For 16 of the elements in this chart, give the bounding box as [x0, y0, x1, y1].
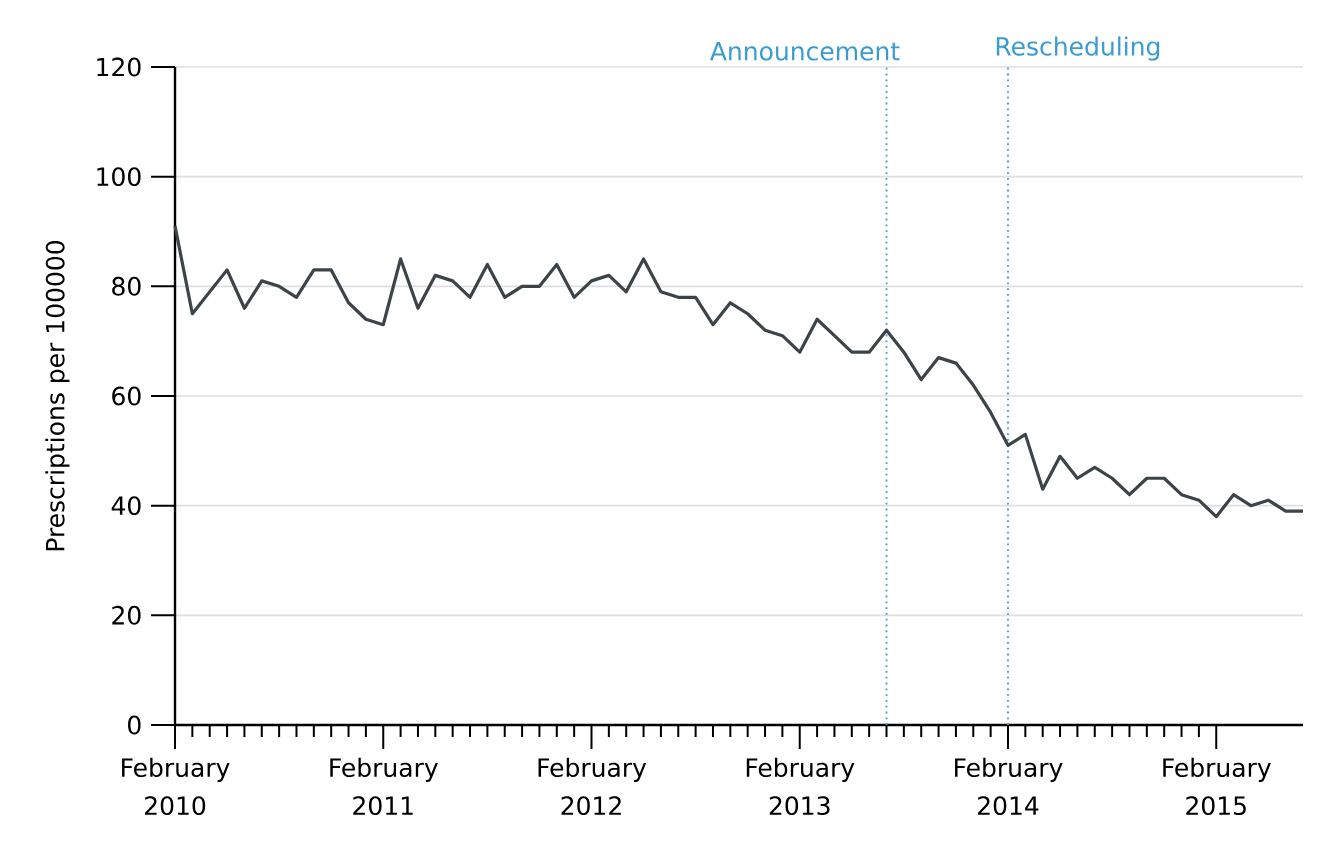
x-tick-label: February 2010: [122, 757, 230, 816]
y-axis-title: Prescriptions per 100000: [45, 241, 70, 551]
ref-line-label: Rescheduling: [996, 36, 1160, 61]
x-tick-label: February 2015: [1163, 757, 1271, 816]
x-tick-label: February 2012: [538, 757, 647, 816]
y-tick-label: 60: [112, 386, 141, 406]
x-tick-label: February 2014: [955, 757, 1063, 816]
y-tick-label: 80: [112, 276, 141, 296]
y-tick-label: 100: [97, 167, 141, 187]
ref-line-label: Announcement: [710, 42, 900, 61]
y-tick-label: 20: [112, 605, 141, 625]
y-tick-label: 40: [111, 496, 141, 516]
y-tick-label: 120: [97, 57, 141, 77]
x-tick-label: February 2011: [330, 757, 438, 816]
y-tick-label: 0: [128, 715, 141, 735]
x-tick-label: February 2013: [746, 757, 855, 816]
